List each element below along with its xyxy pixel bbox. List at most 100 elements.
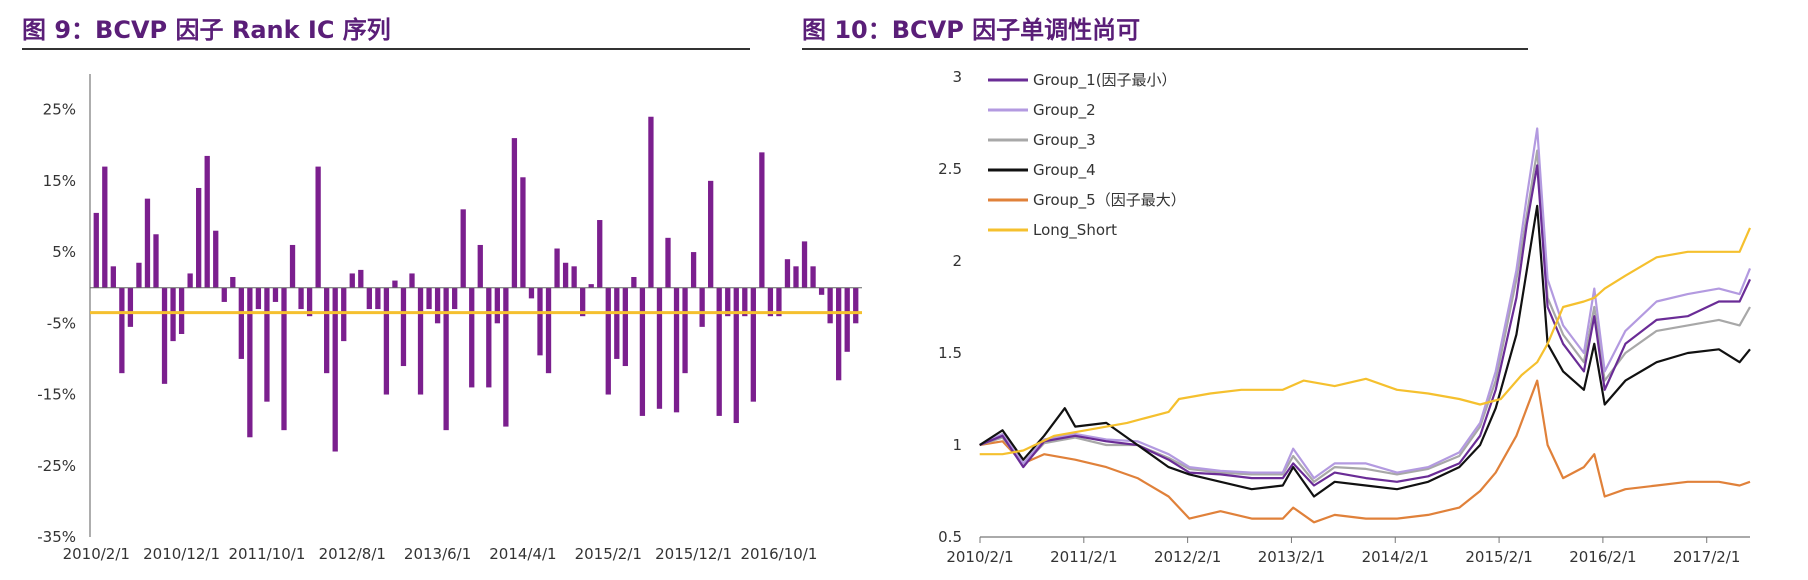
ic-bar: [486, 287, 492, 388]
ic-bar: [469, 287, 475, 388]
ic-bar: [144, 198, 151, 288]
ic-bar: [767, 287, 774, 317]
ic-bar: [332, 287, 338, 452]
ic-bar: [238, 287, 244, 359]
ic-bar: [400, 287, 407, 367]
ic-bar: [733, 287, 739, 424]
ic-bar: [836, 287, 842, 381]
ic-bar: [554, 248, 560, 288]
ic-bar: [810, 266, 816, 288]
y-tick-label: 2: [952, 252, 962, 270]
ic-bar: [93, 212, 99, 288]
right-title-rule: [802, 48, 1528, 50]
y-tick-label: -25%: [37, 457, 76, 475]
ic-bar: [597, 220, 603, 288]
x-tick-label: 2012/8/1: [319, 545, 386, 563]
ic-bar: [161, 287, 168, 384]
ic-bar: [409, 273, 415, 288]
y-tick-label: -5%: [47, 314, 76, 332]
ic-bar: [528, 287, 535, 299]
ic-bar: [742, 287, 748, 317]
ic-bar: [673, 287, 680, 413]
x-tick-label: 2017/2/1: [1673, 548, 1740, 566]
left-chart-title: 图 9：BCVP 因子 Rank IC 序列: [22, 16, 391, 44]
ic-bar: [699, 287, 705, 327]
y-tick-label: -15%: [37, 386, 76, 404]
y-tick-label: 1.5: [938, 344, 962, 362]
ic-bar: [494, 287, 500, 324]
series-line-long_short: [979, 227, 1752, 456]
ic-bar: [434, 287, 441, 324]
ic-bar: [631, 277, 637, 288]
x-tick-label: 2010/2/1: [63, 545, 130, 563]
ic-bar: [264, 287, 270, 402]
ic-bar: [443, 287, 449, 431]
ic-bar: [221, 287, 227, 302]
ic-bar: [801, 241, 808, 288]
series-line-group_2: [979, 127, 1752, 480]
x-tick-label: 2015/2/1: [575, 545, 642, 563]
ic-bar: [255, 287, 262, 310]
ic-bar: [247, 287, 253, 438]
ic-bar: [759, 152, 765, 288]
y-tick-label: 15%: [43, 172, 76, 190]
ic-bar: [818, 287, 825, 295]
x-tick-label: 2014/2/1: [1362, 548, 1429, 566]
y-tick-label: 2.5: [938, 160, 962, 178]
ic-bar: [776, 287, 782, 317]
ic-bar: [136, 262, 142, 288]
ic-bar: [622, 287, 628, 367]
ic-bar: [452, 287, 458, 310]
ic-bar: [545, 287, 552, 374]
ic-bar: [102, 166, 108, 288]
series-line-group_5: [979, 379, 1751, 524]
legend-label: Long_Short: [1033, 221, 1117, 240]
ic-bar: [537, 287, 543, 356]
ic-bar: [827, 287, 833, 324]
ic-bar: [230, 277, 236, 288]
legend-label: Group_5（因子最大）: [1033, 191, 1186, 210]
series-line-group_1: [979, 164, 1751, 487]
ic-bar: [289, 244, 296, 288]
ic-bar: [511, 138, 518, 288]
ic-bar: [571, 266, 577, 288]
ic-bar: [460, 209, 466, 288]
ic-bar: [298, 287, 304, 310]
x-tick-label: 2015/2/1: [1465, 548, 1532, 566]
right-chart-title: 图 10：BCVP 因子单调性尚可: [802, 16, 1141, 44]
ic-bar: [170, 287, 176, 342]
legend-label: Group_1(因子最小）: [1033, 71, 1177, 90]
ic-bar: [272, 287, 279, 302]
ic-bar: [178, 287, 185, 334]
ic-bar: [392, 280, 398, 288]
legend-label: Group_3: [1033, 131, 1096, 150]
ic-bar: [341, 287, 347, 342]
ic-bar: [708, 180, 714, 288]
ic-bar: [520, 177, 526, 288]
ic-bar: [562, 262, 569, 288]
series-line-group_3: [979, 149, 1751, 483]
ic-bar: [366, 287, 372, 310]
ic-bar: [656, 287, 663, 409]
ic-bar: [682, 287, 688, 374]
ic-bar: [204, 155, 210, 288]
ic-bar: [725, 287, 731, 317]
y-tick-label: 3: [952, 68, 962, 86]
ic-bar: [119, 287, 125, 374]
ic-bar: [750, 287, 756, 402]
ic-bar: [614, 287, 620, 359]
x-tick-label: 2014/4/1: [489, 545, 556, 563]
y-tick-label: 0.5: [938, 528, 962, 546]
ic-bar: [324, 287, 330, 374]
y-tick-label: 25%: [43, 101, 76, 119]
x-tick-label: 2015/12/1: [655, 545, 732, 563]
legend-label: Group_4: [1033, 161, 1096, 180]
y-tick-label: -35%: [37, 528, 76, 546]
ic-bar: [153, 234, 159, 288]
x-tick-label: 2011/10/1: [228, 545, 305, 563]
ic-bar: [690, 252, 697, 288]
ic-bar: [306, 287, 313, 317]
x-tick-label: 2013/2/1: [1258, 548, 1325, 566]
ic-bar: [110, 266, 116, 288]
x-tick-label: 2013/6/1: [404, 545, 471, 563]
